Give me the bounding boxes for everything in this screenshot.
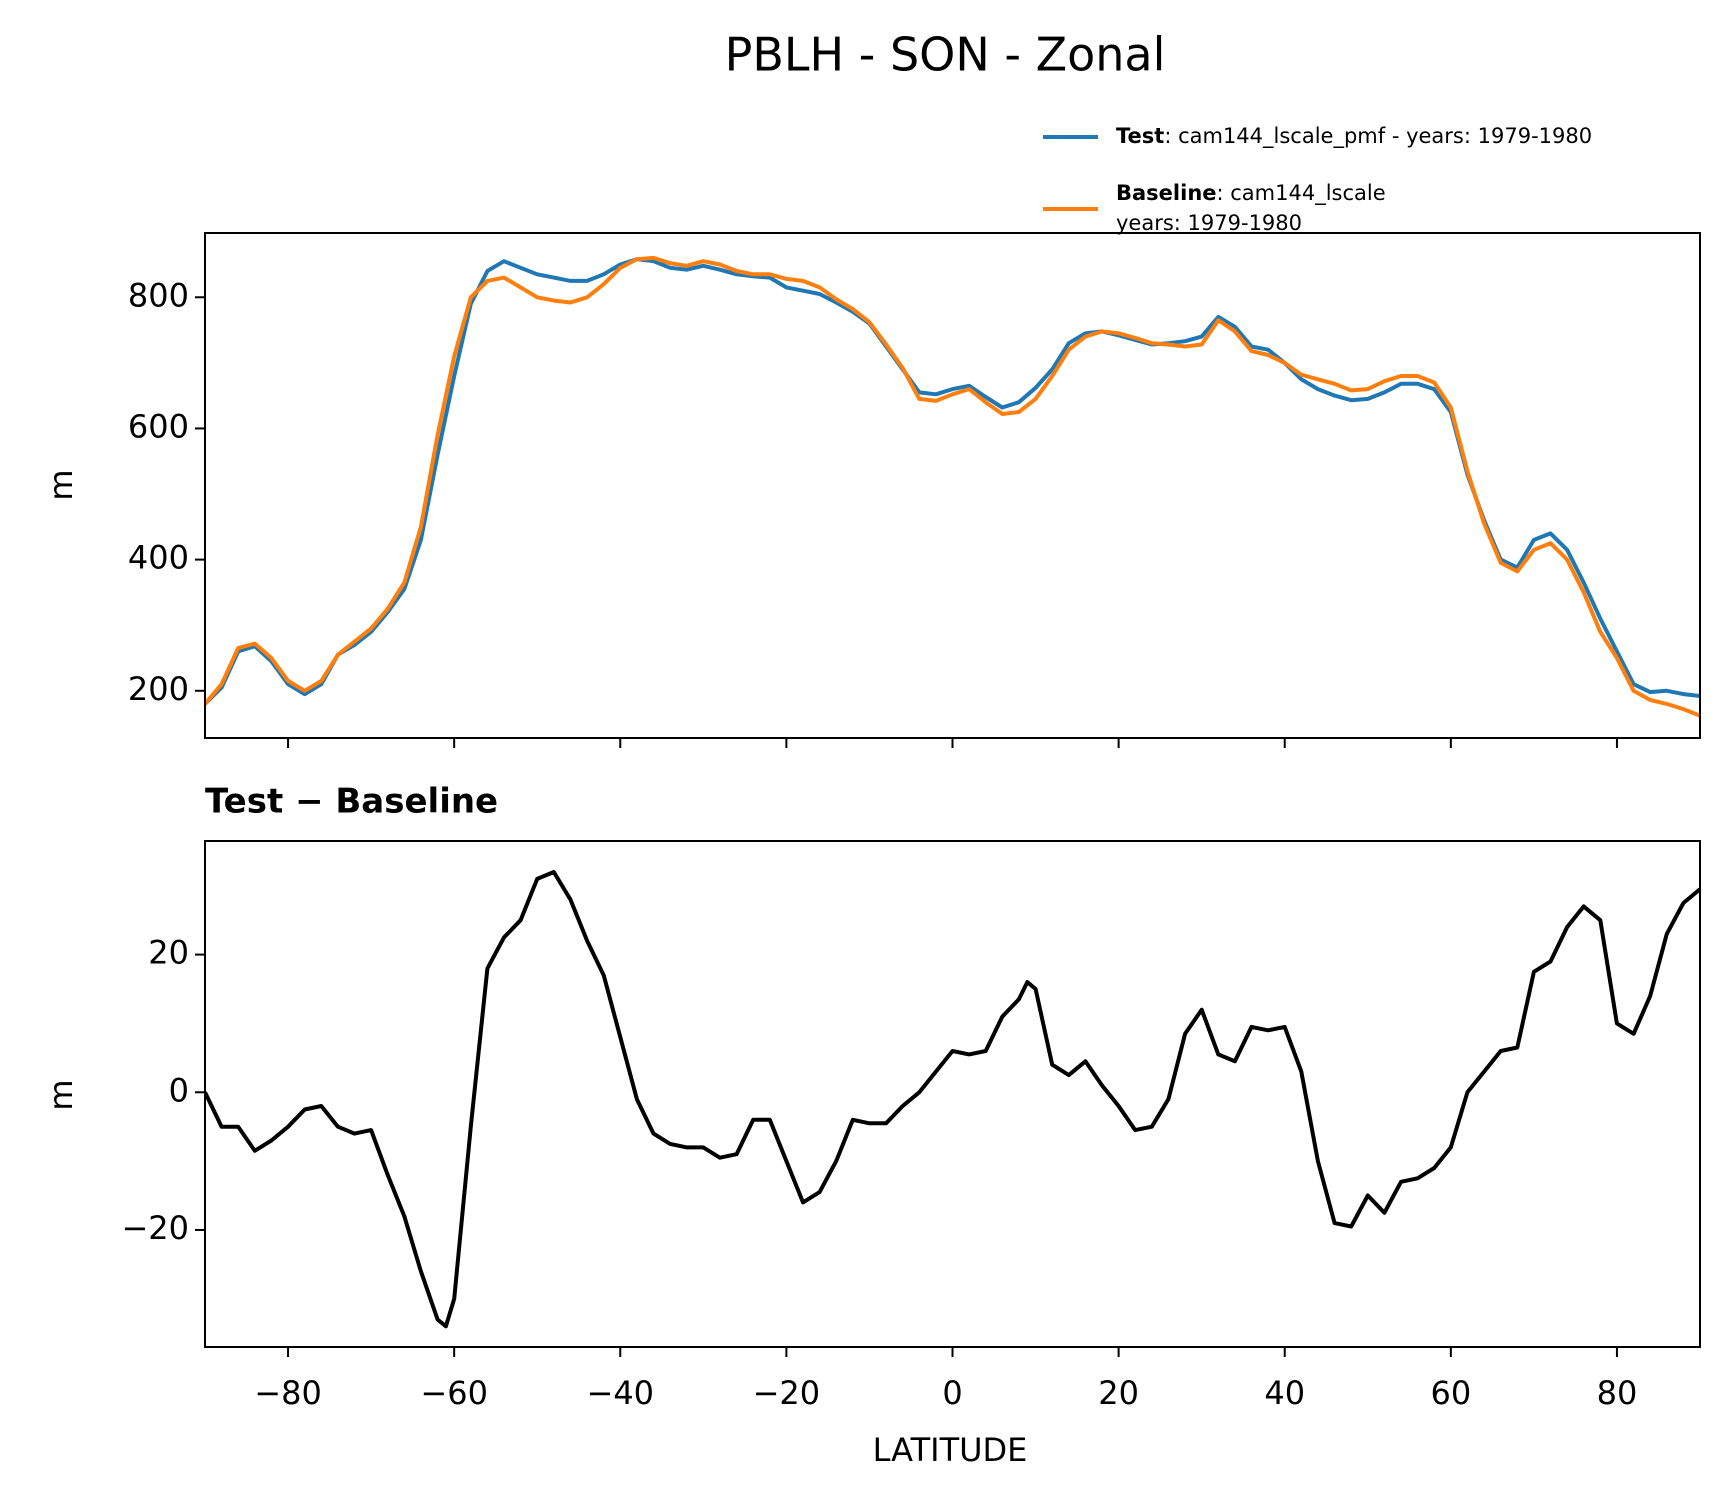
y-tick-label: 600 [128,407,189,445]
legend-label: Test: cam144_lscale_pmf - years: 1979-19… [1116,124,1592,149]
legend-name: Test [1116,124,1164,148]
x-tick-label: 60 [1430,1374,1471,1412]
legend-text: years: 1979-1980 [1116,211,1302,235]
line [205,870,1700,1329]
legend-label: Baseline: cam144_lscale years: 1979-1980 [1116,181,1386,235]
legend-text: : cam144_lscale [1217,181,1386,206]
x-tick-label: 0 [942,1374,962,1412]
legend-name: Baseline [1116,181,1217,205]
x-tick-label: −60 [420,1374,488,1412]
line [205,255,1700,718]
y-tick-label: 800 [128,276,189,314]
x-tick-label: −80 [254,1374,322,1412]
y-tick-label: 20 [148,934,189,972]
y-axis-label: m [42,1079,80,1110]
y-tick-label: 200 [128,670,189,708]
panel-title: Test − Baseline [205,782,498,822]
x-tick-label: −40 [587,1374,655,1412]
legend-text: : cam144_lscale_pmf - years: 1979-1980 [1164,124,1592,149]
y-tick-label: 400 [128,539,189,577]
x-tick-label: 80 [1597,1374,1638,1412]
x-tick-label: 40 [1264,1374,1305,1412]
x-tick-label: 20 [1098,1374,1139,1412]
x-tick-label: −20 [753,1374,821,1412]
y-axis-label: m [42,469,80,500]
x-axis-label: LATITUDE [873,1431,1028,1469]
y-tick-label: −20 [121,1209,189,1247]
plot-frame [204,840,1701,1348]
plot-frame [204,232,1701,739]
y-tick-label: 0 [169,1071,189,1109]
figure-title: PBLH - SON - Zonal [725,28,1166,82]
